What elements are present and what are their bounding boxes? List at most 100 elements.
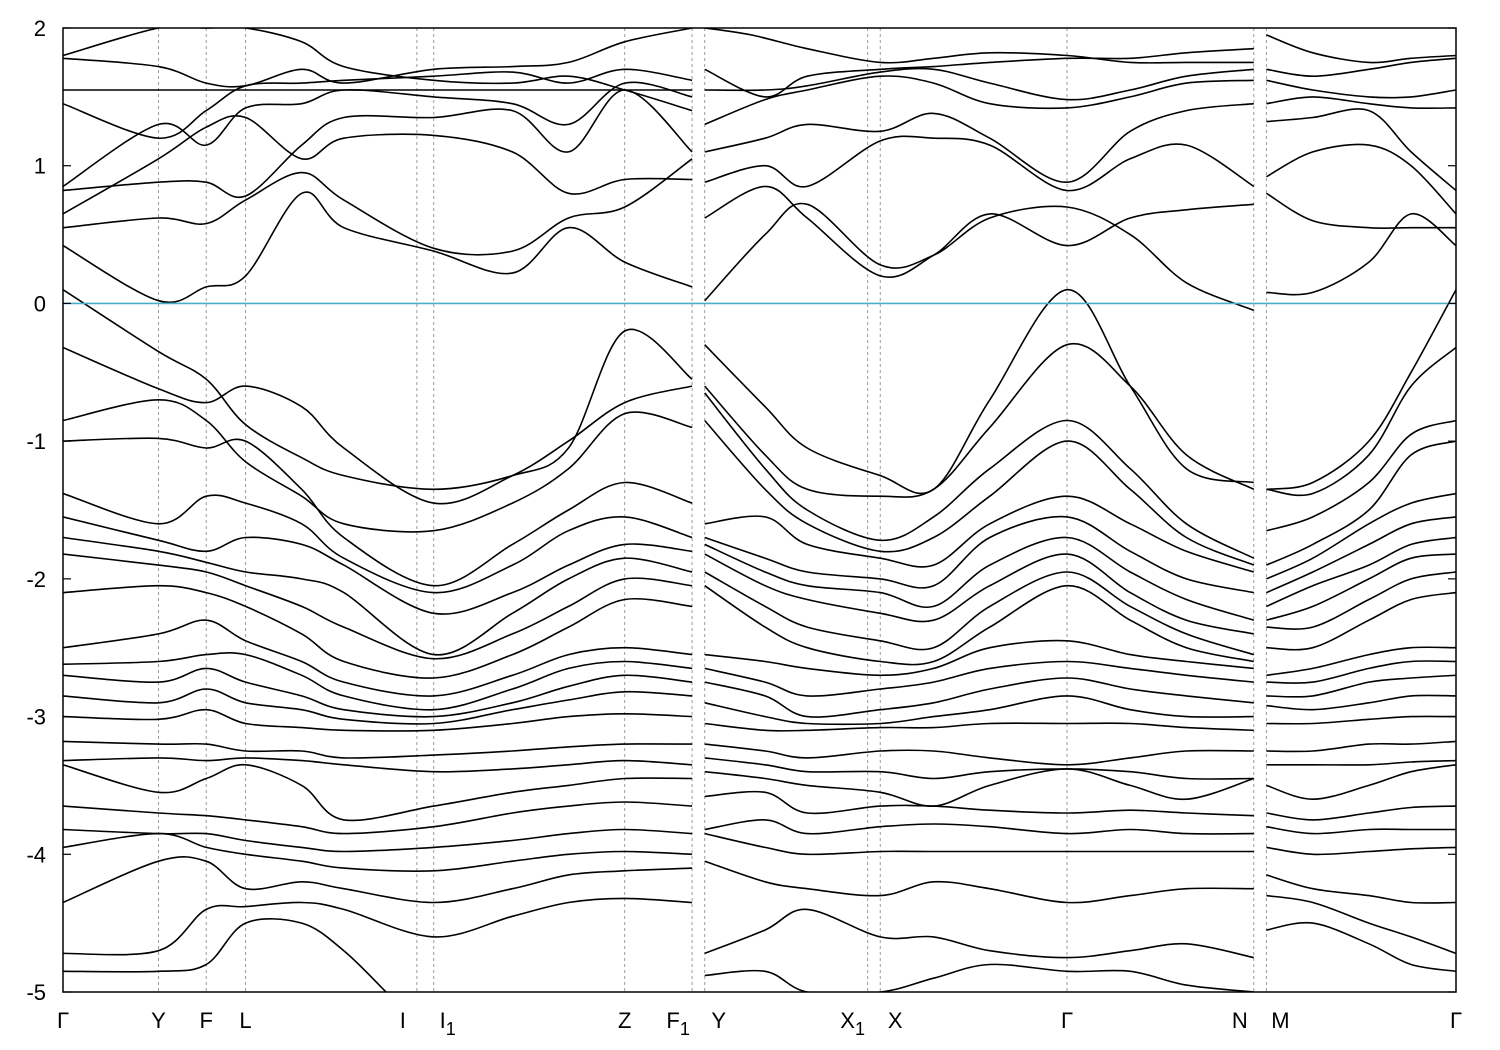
y-tick-label: -2	[26, 567, 46, 592]
x-tick-label: Y	[151, 1008, 166, 1033]
band-line	[63, 619, 693, 697]
band-line	[63, 584, 693, 679]
band-line	[63, 28, 693, 112]
x-tick-label: Γ	[1450, 1008, 1462, 1033]
band-line	[63, 437, 693, 587]
band-line	[1266, 764, 1456, 800]
band-line	[1266, 715, 1456, 725]
band-line	[1266, 694, 1456, 711]
x-tick-label: Γ	[57, 1008, 69, 1033]
y-tick-label: 0	[34, 291, 46, 316]
band-line	[63, 492, 693, 594]
band-line	[704, 419, 1255, 566]
band-line	[704, 832, 1254, 856]
band-line	[1266, 79, 1456, 99]
x-tick-label: N	[1232, 1008, 1248, 1033]
band-line	[1266, 759, 1456, 766]
band-line	[704, 571, 1255, 656]
y-axis-ticks: 2 1 0 -1 -2 -3 -4 -5	[26, 16, 1456, 1005]
x-tick-label: Y	[711, 1008, 726, 1033]
band-line	[704, 639, 1254, 677]
band-line	[1266, 289, 1456, 491]
band-line	[63, 918, 387, 992]
band-line	[704, 102, 1254, 184]
band-line	[704, 67, 1254, 101]
band-line	[704, 757, 1254, 780]
band-line	[63, 652, 693, 711]
band-line	[704, 743, 1254, 766]
band-line	[63, 516, 693, 615]
y-tick-label: -1	[26, 429, 46, 454]
band-line	[1266, 553, 1456, 621]
x-tick-label: Γ	[1061, 1008, 1073, 1033]
band-line	[63, 897, 693, 956]
band-line	[63, 89, 693, 199]
band-line	[63, 536, 693, 656]
band-line	[704, 75, 1254, 126]
plot-frame	[62, 27, 1457, 993]
band-line	[704, 819, 1254, 835]
band-line	[1266, 660, 1456, 684]
band-line	[1266, 921, 1456, 973]
x-tick-label: L	[239, 1008, 251, 1033]
band-line	[1266, 874, 1456, 904]
y-tick-label: -4	[26, 842, 46, 867]
band-line	[63, 289, 693, 491]
band-lines	[63, 28, 1456, 992]
x-axis-ticks: Γ Y F L I I1 Z F1 Y X1 X Γ N M Γ	[57, 1008, 1462, 1039]
band-line	[704, 963, 1254, 992]
band-line	[63, 28, 693, 88]
x-tick-label: I1	[440, 1008, 456, 1039]
band-line	[1266, 825, 1456, 835]
band-line	[704, 908, 1254, 959]
x-tick-label: X	[888, 1008, 903, 1033]
band-line	[63, 740, 693, 759]
band-line	[63, 688, 693, 725]
band-line	[1266, 213, 1456, 296]
band-line	[63, 832, 693, 872]
band-line	[63, 399, 693, 533]
band-line	[704, 342, 1255, 498]
band-line	[1266, 143, 1456, 215]
band-line	[1266, 646, 1456, 677]
high-symmetry-gridlines	[157, 28, 1267, 992]
band-line	[63, 553, 693, 660]
x-tick-label: F	[200, 1008, 213, 1033]
band-line	[1266, 674, 1456, 698]
band-line	[1266, 34, 1456, 64]
x-tick-label: X1	[840, 1008, 865, 1039]
band-line	[63, 763, 693, 822]
band-line	[704, 135, 1255, 192]
band-line	[1266, 96, 1456, 110]
band-line	[1266, 571, 1456, 630]
band-line	[704, 695, 1254, 726]
band-line	[704, 677, 1254, 718]
band-line	[704, 47, 1254, 98]
band-line	[704, 536, 1255, 621]
y-tick-label: -3	[26, 705, 46, 730]
band-line	[704, 584, 1254, 666]
band-line	[704, 28, 1254, 64]
band-line	[1266, 108, 1456, 192]
band-line	[1266, 536, 1456, 608]
band-line	[704, 768, 1255, 807]
band-line	[704, 185, 1254, 278]
x-tick-label: I	[400, 1008, 406, 1033]
band-line	[1266, 492, 1456, 580]
band-line	[1266, 57, 1456, 77]
band-line	[1266, 516, 1456, 594]
band-line	[63, 667, 693, 718]
plot-border	[62, 27, 1457, 993]
band-line	[1266, 346, 1456, 497]
band-line	[704, 515, 1254, 594]
band-line	[704, 495, 1255, 573]
band-line	[1266, 740, 1456, 753]
band-line	[704, 722, 1254, 732]
band-line	[1266, 894, 1456, 955]
band-line	[63, 346, 693, 505]
band-line	[1266, 805, 1456, 821]
band-line	[63, 801, 693, 835]
band-line	[704, 553, 1254, 635]
y-tick-label: 1	[34, 154, 46, 179]
